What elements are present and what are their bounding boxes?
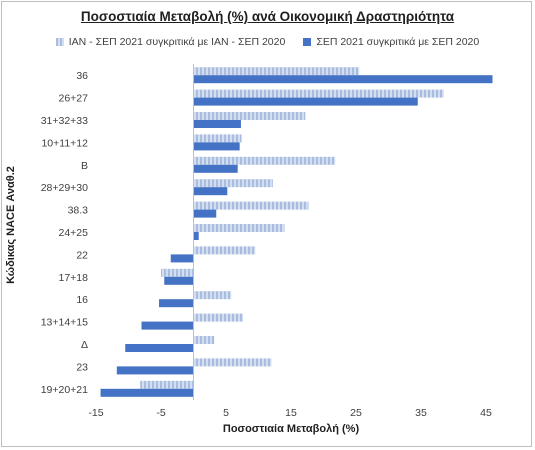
y-tick-label: 19+20+21 xyxy=(41,384,88,396)
bar-2-3 xyxy=(193,142,240,151)
bar-1-13 xyxy=(193,358,272,367)
y-tick-label: 36 xyxy=(76,70,88,82)
bar-2-6 xyxy=(193,209,217,218)
bar-1-5 xyxy=(193,179,273,188)
x-tick-label: 35 xyxy=(415,407,427,419)
x-tick-label: -15 xyxy=(88,407,103,419)
bar-2-11 xyxy=(141,321,194,330)
bar-1-14 xyxy=(140,380,194,389)
bar-1-4 xyxy=(193,156,336,165)
y-tick-label: 26+27 xyxy=(59,93,89,105)
bar-2-14 xyxy=(100,388,194,397)
bar-2-13 xyxy=(116,366,194,375)
x-tick-label: -5 xyxy=(156,407,165,419)
y-tick-label: 17+18 xyxy=(59,272,89,284)
bar-1-3 xyxy=(193,134,242,143)
bar-2-12 xyxy=(125,344,194,352)
y-tick-label: 24+25 xyxy=(59,227,89,239)
bar-2-8 xyxy=(170,254,194,263)
legend-label-series-1: ΙΑΝ - ΣΕΠ 2021 συγκριτικά με ΙΑΝ - ΣΕΠ 2… xyxy=(68,36,286,48)
x-tick-label: 25 xyxy=(350,407,362,419)
y-axis-title-text: Κώδικας NACE Αναθ.2 xyxy=(5,166,17,284)
chart-legend: ΙΑΝ - ΣΕΠ 2021 συγκριτικά με ΙΑΝ - ΣΕΠ 2… xyxy=(0,36,535,48)
x-tick-label: 5 xyxy=(223,407,229,419)
bar-1-12 xyxy=(193,336,215,344)
bar-1-2 xyxy=(193,112,306,120)
bar-1-9 xyxy=(161,268,194,277)
y-tick-label: 31+32+33 xyxy=(41,115,88,127)
legend-item-series-2: ΣΕΠ 2021 συγκριτικά με ΣΕΠ 2020 xyxy=(303,36,479,48)
legend-item-series-1: ΙΑΝ - ΣΕΠ 2021 συγκριτικά με ΙΑΝ - ΣΕΠ 2… xyxy=(55,36,286,48)
x-tick-label: 15 xyxy=(285,407,297,419)
y-tick-label: 10+11+12 xyxy=(41,137,88,149)
bar-2-2 xyxy=(193,120,241,128)
bar-2-1 xyxy=(193,97,418,106)
bar-1-0 xyxy=(193,67,360,76)
y-tick-label: B xyxy=(81,160,88,172)
bar-1-8 xyxy=(193,246,256,255)
bar-1-11 xyxy=(193,313,243,322)
bar-2-10 xyxy=(159,299,194,308)
y-tick-label: 38.3 xyxy=(68,205,89,217)
y-tick-label: 22 xyxy=(76,249,88,261)
y-tick-label: 13+14+15 xyxy=(41,317,88,329)
x-axis-title: Ποσοστιαία Μεταβολή (%) xyxy=(222,423,360,435)
bar-2-4 xyxy=(193,164,238,173)
bar-2-9 xyxy=(164,276,194,285)
legend-swatch-series-2 xyxy=(303,38,312,46)
y-axis-title: Κώδικας NACE Αναθ.2 xyxy=(4,0,18,450)
x-tick-label: 45 xyxy=(480,407,492,419)
legend-swatch-series-1 xyxy=(55,38,64,46)
bar-1-7 xyxy=(193,224,285,232)
bar-1-6 xyxy=(193,201,309,210)
legend-label-series-2: ΣΕΠ 2021 συγκριτικά με ΣΕΠ 2020 xyxy=(316,36,480,48)
bar-2-7 xyxy=(193,232,199,240)
bar-2-5 xyxy=(193,187,228,196)
bar-1-10 xyxy=(193,291,232,300)
bar-1-1 xyxy=(193,89,444,98)
bar-2-0 xyxy=(193,75,493,84)
y-tick-label: 16 xyxy=(76,294,88,306)
y-tick-label: 23 xyxy=(76,361,88,373)
y-tick-label: 28+29+30 xyxy=(41,182,88,194)
chart-title: Ποσοστιαία Μεταβολή (%) ανά Οικονομική Δ… xyxy=(80,9,455,24)
y-tick-label: Δ xyxy=(81,339,88,351)
